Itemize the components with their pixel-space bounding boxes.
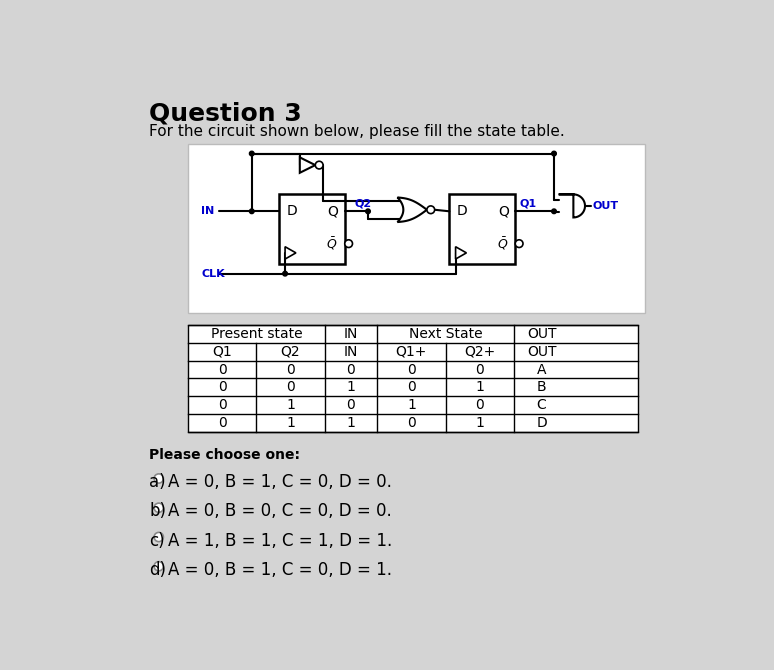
Circle shape (315, 161, 323, 169)
Circle shape (154, 503, 163, 513)
Text: Q: Q (327, 204, 338, 218)
Text: CLK: CLK (201, 269, 225, 279)
Text: 1: 1 (475, 381, 484, 394)
Text: A = 0, B = 0, C = 0, D = 0.: A = 0, B = 0, C = 0, D = 0. (168, 502, 392, 521)
Bar (450, 194, 515, 264)
Text: 1: 1 (286, 398, 295, 412)
Polygon shape (300, 157, 315, 173)
Text: 0: 0 (218, 415, 227, 429)
Text: 0: 0 (407, 362, 416, 377)
Text: 0: 0 (286, 362, 295, 377)
Circle shape (552, 209, 557, 214)
Circle shape (249, 151, 254, 156)
Text: 0: 0 (407, 415, 416, 429)
Text: A = 0, B = 1, C = 0, D = 1.: A = 0, B = 1, C = 0, D = 1. (168, 561, 392, 579)
Text: 0: 0 (347, 362, 355, 377)
Text: 1: 1 (286, 415, 295, 429)
Circle shape (552, 151, 557, 156)
Text: 0: 0 (475, 398, 484, 412)
Circle shape (365, 209, 370, 214)
Text: 0: 0 (218, 398, 227, 412)
Text: 0: 0 (475, 362, 484, 377)
Polygon shape (456, 247, 467, 259)
Text: Present state: Present state (211, 327, 302, 341)
Text: a): a) (149, 473, 166, 491)
Bar (188, 325, 638, 431)
Bar (188, 143, 646, 313)
Text: Q2: Q2 (281, 345, 300, 359)
Circle shape (249, 209, 254, 214)
Text: $\bar{Q}$: $\bar{Q}$ (497, 235, 508, 252)
Text: OUT: OUT (527, 327, 557, 341)
Text: 1: 1 (347, 381, 355, 394)
Polygon shape (559, 194, 585, 218)
Text: A = 1, B = 1, C = 1, D = 1.: A = 1, B = 1, C = 1, D = 1. (168, 531, 392, 549)
Text: D: D (286, 204, 297, 218)
Text: 0: 0 (286, 381, 295, 394)
Circle shape (283, 271, 287, 276)
Text: D: D (457, 204, 467, 218)
Circle shape (515, 240, 523, 247)
Text: 0: 0 (407, 381, 416, 394)
Text: 1: 1 (407, 398, 416, 412)
Text: 0: 0 (218, 381, 227, 394)
Text: 1: 1 (475, 415, 484, 429)
Circle shape (344, 240, 352, 247)
Text: Q1: Q1 (212, 345, 232, 359)
Text: Question 3: Question 3 (149, 102, 302, 126)
Text: $\bar{Q}$: $\bar{Q}$ (326, 235, 337, 252)
Circle shape (427, 206, 435, 214)
Polygon shape (285, 247, 296, 259)
Text: C: C (536, 398, 546, 412)
Text: Q2: Q2 (354, 198, 372, 208)
Text: c): c) (149, 531, 165, 549)
Text: For the circuit shown below, please fill the state table.: For the circuit shown below, please fill… (149, 123, 565, 139)
Text: IN: IN (344, 327, 358, 341)
Text: Q: Q (498, 204, 509, 218)
Text: d): d) (149, 561, 166, 579)
Text: OUT: OUT (527, 345, 557, 359)
Text: b): b) (149, 502, 166, 521)
Text: A = 0, B = 1, C = 0, D = 0.: A = 0, B = 1, C = 0, D = 0. (168, 473, 392, 491)
Bar (279, 194, 344, 264)
Circle shape (154, 561, 163, 571)
Text: 0: 0 (347, 398, 355, 412)
Text: Q2+: Q2+ (464, 345, 495, 359)
Text: IN: IN (344, 345, 358, 359)
Text: 0: 0 (218, 362, 227, 377)
Text: Q1: Q1 (519, 198, 536, 208)
Polygon shape (398, 198, 427, 222)
Text: B: B (537, 381, 546, 394)
Text: Q1+: Q1+ (396, 345, 427, 359)
Text: Next State: Next State (409, 327, 482, 341)
Circle shape (154, 533, 163, 541)
Circle shape (154, 474, 163, 483)
Text: OUT: OUT (593, 201, 619, 211)
Text: Please choose one:: Please choose one: (149, 448, 300, 462)
Text: IN: IN (201, 206, 214, 216)
Text: A: A (537, 362, 546, 377)
Text: D: D (536, 415, 547, 429)
Text: 1: 1 (347, 415, 355, 429)
